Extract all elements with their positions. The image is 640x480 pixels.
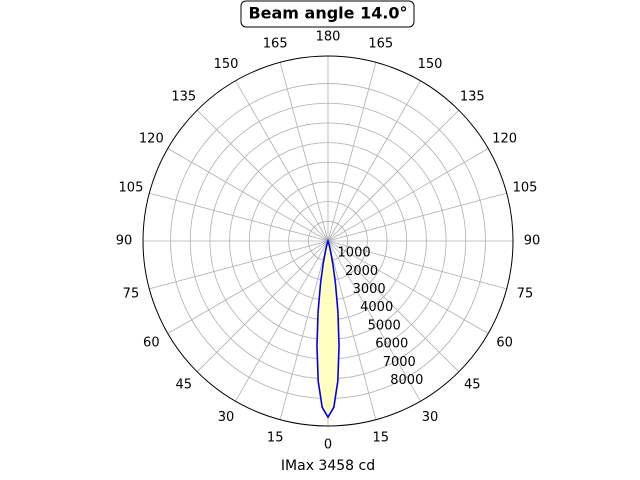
- grid-line: [196, 240, 329, 373]
- grid-line: [196, 109, 329, 242]
- theta-tick-label: 135: [460, 89, 485, 104]
- grid-line: [235, 240, 329, 402]
- polar-frame: [142, 55, 514, 427]
- grid-line: [327, 240, 489, 334]
- title-box: [240, 0, 415, 28]
- r-tick-label: 6000: [375, 337, 408, 352]
- grid-line: [167, 148, 329, 242]
- grid-line: [327, 62, 377, 242]
- grid-line: [167, 240, 329, 334]
- r-tick-label: 8000: [390, 373, 423, 388]
- theta-tick-label: 30: [218, 410, 235, 425]
- r-tick-label: 2000: [345, 264, 378, 279]
- theta-tick-label: 30: [422, 410, 439, 425]
- grid-line: [149, 192, 329, 242]
- theta-tick-label: 15: [267, 431, 284, 446]
- theta-tick-label: 15: [373, 431, 390, 446]
- theta-tick-label: 165: [263, 36, 288, 51]
- grid-line: [327, 240, 421, 402]
- r-tick-label: 1000: [338, 246, 371, 261]
- r-tick-label: 5000: [368, 318, 401, 333]
- theta-tick-label: 0: [324, 438, 332, 453]
- theta-tick-label: 60: [143, 336, 160, 351]
- beam-area: [316, 241, 340, 418]
- grid-line: [327, 240, 507, 290]
- grid-line: [279, 240, 329, 420]
- theta-tick-label: 90: [116, 234, 133, 249]
- theta-tick-label: 120: [492, 132, 517, 147]
- r-tick-label: 7000: [383, 355, 416, 370]
- grid-line: [327, 148, 489, 242]
- theta-tick-label: 75: [123, 286, 140, 301]
- grid-line: [327, 109, 460, 242]
- grid-line: [279, 62, 329, 242]
- x-axis-label: IMax 3458 cd: [281, 458, 375, 474]
- theta-tick-label: 60: [496, 336, 513, 351]
- theta-tick-label: 105: [119, 181, 144, 196]
- theta-tick-label: 90: [524, 234, 541, 249]
- r-tick-label: 3000: [353, 282, 386, 297]
- grid-line: [327, 240, 460, 373]
- grid-line: [327, 80, 421, 242]
- grid-line: [149, 240, 329, 290]
- theta-tick-label: 165: [368, 36, 393, 51]
- chart-title: Beam angle 14.0°: [248, 4, 407, 23]
- grid-line: [327, 192, 507, 242]
- beam-line: [316, 238, 340, 419]
- theta-tick-label: 180: [316, 30, 341, 45]
- theta-tick-label: 45: [464, 378, 481, 393]
- theta-tick-label: 120: [139, 132, 164, 147]
- theta-tick-label: 45: [175, 378, 192, 393]
- grid-line: [235, 80, 329, 242]
- theta-tick-label: 135: [171, 89, 196, 104]
- theta-tick-label: 105: [513, 181, 538, 196]
- r-tick-label: 4000: [360, 300, 393, 315]
- theta-tick-label: 150: [214, 57, 239, 72]
- theta-tick-label: 150: [418, 57, 443, 72]
- theta-tick-label: 75: [517, 286, 534, 301]
- grid-line: [327, 240, 377, 420]
